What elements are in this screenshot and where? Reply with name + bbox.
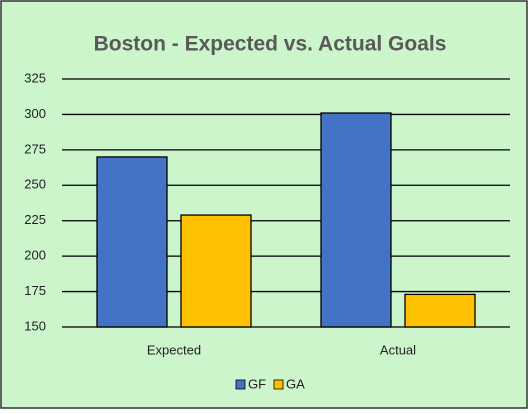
- bar: [320, 112, 392, 328]
- legend-label: GA: [286, 376, 305, 391]
- x-tick-label: Expected: [147, 342, 201, 357]
- y-tick-label: 300: [24, 106, 46, 121]
- y-tick-label: 275: [24, 141, 46, 156]
- legend-swatch: [273, 379, 284, 390]
- y-tick-label: 325: [24, 70, 46, 85]
- bar: [96, 156, 168, 328]
- chart-title: Boston - Expected vs. Actual Goals: [94, 33, 447, 56]
- y-tick-label: 250: [24, 177, 46, 192]
- bar: [180, 214, 252, 328]
- legend-label: GF: [248, 376, 266, 391]
- y-tick-label: 175: [24, 283, 46, 298]
- x-tick-label: Actual: [380, 342, 416, 357]
- y-tick-label: 225: [24, 212, 46, 227]
- bar: [404, 293, 476, 328]
- y-tick-label: 200: [24, 248, 46, 263]
- legend-swatch: [235, 379, 246, 390]
- y-tick-label: 150: [24, 318, 46, 333]
